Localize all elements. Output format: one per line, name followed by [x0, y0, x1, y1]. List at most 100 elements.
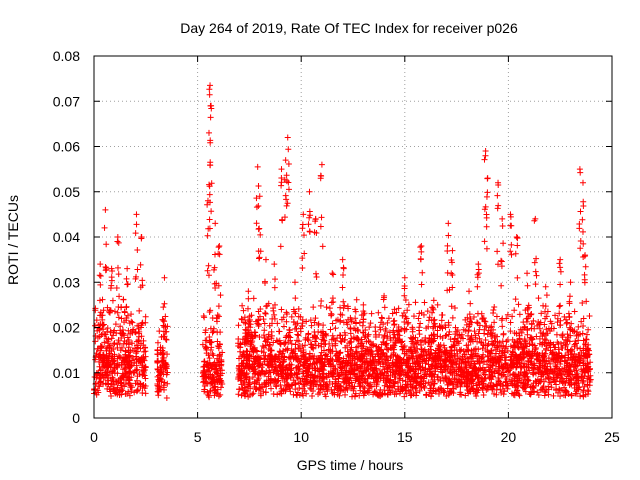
data-point: [445, 232, 452, 239]
data-point: [582, 391, 589, 398]
data-point: [354, 361, 361, 368]
data-point: [285, 179, 292, 186]
data-point: [432, 352, 439, 359]
data-point: [405, 319, 412, 326]
data-point: [541, 392, 548, 399]
data-point: [512, 250, 519, 257]
data-point: [377, 326, 384, 333]
data-point: [329, 373, 336, 380]
data-point: [430, 297, 437, 304]
data-point: [277, 381, 284, 388]
data-point: [297, 348, 304, 355]
data-point: [524, 310, 531, 317]
data-point: [353, 319, 360, 326]
data-point: [572, 390, 579, 397]
data-point: [510, 391, 517, 398]
data-point: [504, 311, 511, 318]
data-point: [483, 245, 490, 252]
data-point: [495, 375, 502, 382]
data-point: [535, 318, 542, 325]
data-point: [155, 372, 162, 379]
data-point: [337, 304, 344, 311]
data-point: [365, 350, 372, 357]
data-point: [349, 350, 356, 357]
data-point: [480, 380, 487, 387]
data-point: [544, 363, 551, 370]
data-point: [317, 358, 324, 365]
data-point: [106, 345, 113, 352]
data-point: [205, 225, 212, 232]
data-point: [298, 355, 305, 362]
data-point: [339, 284, 346, 291]
data-point: [420, 311, 427, 318]
data-point: [531, 388, 538, 395]
data-point: [452, 331, 459, 338]
data-point: [246, 320, 253, 327]
data-point: [524, 270, 531, 277]
data-point: [133, 362, 140, 369]
data-point: [351, 325, 358, 332]
data-point: [160, 363, 167, 370]
data-point: [330, 362, 337, 369]
data-point: [345, 380, 352, 387]
data-point: [285, 146, 292, 153]
data-points: [91, 82, 594, 401]
data-point: [290, 319, 297, 326]
data-point: [284, 200, 291, 207]
data-point: [530, 369, 537, 376]
data-point: [430, 356, 437, 363]
data-point: [435, 386, 442, 393]
data-point: [304, 358, 311, 365]
data-point: [526, 352, 533, 359]
data-point: [389, 310, 396, 317]
data-point: [517, 372, 524, 379]
data-point: [329, 295, 336, 302]
data-point: [459, 368, 466, 375]
data-point: [158, 333, 165, 340]
data-point: [422, 334, 429, 341]
data-point: [115, 271, 122, 278]
data-point: [557, 268, 564, 275]
data-point: [481, 318, 488, 325]
data-point: [533, 333, 540, 340]
data-point: [571, 367, 578, 374]
data-point: [489, 385, 496, 392]
data-point: [296, 345, 303, 352]
y-tick-label: 0.01: [53, 365, 80, 381]
data-point: [266, 322, 273, 329]
data-point: [119, 344, 126, 351]
data-point: [421, 384, 428, 391]
data-point: [550, 355, 557, 362]
data-point: [340, 264, 347, 271]
data-point: [92, 305, 99, 312]
data-point: [287, 367, 294, 374]
data-point: [354, 335, 361, 342]
data-point: [503, 315, 510, 322]
data-point: [564, 331, 571, 338]
data-point: [394, 379, 401, 386]
data-point: [299, 255, 306, 262]
data-point: [288, 340, 295, 347]
data-point: [523, 350, 530, 357]
data-point: [567, 347, 574, 354]
data-point: [117, 327, 124, 334]
data-point: [488, 362, 495, 369]
data-point: [308, 344, 315, 351]
data-point: [510, 342, 517, 349]
data-point: [544, 374, 551, 381]
data-point: [261, 320, 268, 327]
data-point: [484, 331, 491, 338]
data-point: [121, 360, 128, 367]
data-point: [458, 331, 465, 338]
data-point: [430, 317, 437, 324]
data-point: [257, 392, 264, 399]
data-point: [543, 337, 550, 344]
data-point: [583, 336, 590, 343]
data-point: [490, 306, 497, 313]
data-point: [437, 357, 444, 364]
data-point: [321, 378, 328, 385]
data-point: [124, 390, 131, 397]
data-point: [491, 304, 498, 311]
data-point: [160, 354, 167, 361]
data-point: [319, 386, 326, 393]
